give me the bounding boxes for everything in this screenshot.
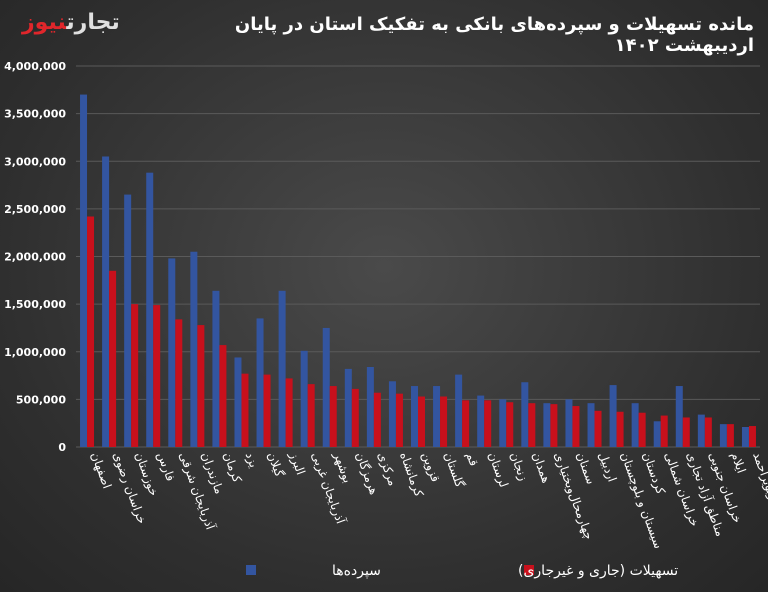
loan-bar (704, 417, 712, 447)
loan-bar (418, 396, 425, 447)
loan-bar (550, 404, 558, 447)
category-label: گیلان (265, 450, 287, 479)
loan-bar (241, 373, 249, 447)
y-tick-label: 2,500,000 (4, 203, 66, 216)
y-tick-label: 3,500,000 (4, 108, 66, 121)
deposit-bar (653, 421, 661, 447)
y-tick-label: 1,000,000 (4, 346, 66, 359)
deposit-bar (102, 156, 110, 448)
deposit-bar (234, 357, 242, 447)
loan-bar (219, 345, 227, 447)
category-label: البرز (286, 449, 308, 477)
deposit-bar (344, 368, 352, 447)
category-label: فارس (153, 450, 177, 483)
deposit-bar (719, 424, 727, 447)
deposit-bar (477, 395, 485, 447)
loan-bar (263, 374, 271, 447)
loan-bar (395, 393, 403, 447)
category-label: زنجان (506, 450, 530, 483)
category-label: لرستان (484, 450, 511, 489)
y-tick-label: 3,000,000 (4, 155, 66, 168)
loan-bar (153, 305, 161, 447)
category-label: گلستان (441, 450, 467, 489)
loan-bar (351, 388, 359, 447)
deposit-bar (433, 386, 441, 447)
legend-swatch-loans (524, 565, 534, 575)
loan-bar (462, 400, 470, 447)
loan-bar (329, 386, 337, 447)
category-label: همدان (530, 450, 554, 485)
y-tick-label: 2,000,000 (4, 251, 66, 264)
deposit-bar (366, 366, 374, 447)
legend-label-loans: تسهیلات (جاری و غیرجاری) (518, 563, 678, 579)
deposit-bar (80, 94, 88, 447)
category-label: قزوین (418, 450, 443, 484)
loan-bar (484, 400, 492, 447)
deposit-bar (675, 386, 683, 447)
loan-bar (87, 216, 95, 447)
site-logo: تجارتنیوز (22, 10, 120, 35)
loan-bar (726, 424, 734, 447)
y-tick-label: 0 (58, 441, 66, 454)
deposit-bar (609, 385, 617, 447)
loan-bar (307, 384, 315, 447)
loan-bar (638, 412, 646, 447)
loan-bar (660, 415, 668, 447)
loan-bar (682, 417, 690, 447)
loan-bar (197, 325, 205, 447)
chart-title: مانده تسهیلات و سپرده‌های بانکی به تفکیک… (234, 14, 754, 56)
deposit-bar (388, 381, 396, 447)
loan-bar (109, 270, 117, 447)
deposit-bar (146, 172, 154, 447)
deposit-bar (499, 399, 507, 447)
loan-bar (616, 411, 624, 447)
y-tick-label: 4,000,000 (4, 60, 66, 73)
category-label: ایلام (728, 450, 748, 475)
y-tick-label: 500,000 (16, 393, 66, 406)
loan-bar (594, 410, 602, 447)
deposit-bar (565, 399, 573, 447)
deposit-bar (300, 350, 308, 447)
loan-bar (572, 406, 580, 447)
deposit-bar (190, 251, 198, 447)
category-label: یزد (242, 450, 261, 470)
deposit-bar (455, 374, 463, 447)
y-tick-label: 1,500,000 (4, 298, 66, 311)
loan-bar (440, 396, 448, 447)
loan-bar (506, 402, 514, 447)
deposit-bar (543, 403, 551, 447)
loan-bar (131, 304, 139, 447)
legend-swatch-deposits (246, 565, 256, 575)
deposit-bar (697, 414, 705, 447)
loan-bar (528, 403, 536, 447)
category-label: کهگیلویه وبویراحمد (749, 450, 768, 544)
logo-text-part1: تجارت (66, 10, 120, 35)
legend-label-deposits: سپرده‌ها (332, 563, 381, 579)
category-label: قم (463, 450, 481, 468)
deposit-bar (741, 426, 749, 447)
deposit-bar (278, 290, 286, 447)
deposit-bar (124, 194, 132, 447)
logo-text-part2: نیوز (22, 10, 67, 35)
deposit-bar (631, 403, 639, 447)
category-label: سمنان (574, 450, 598, 486)
deposit-bar (256, 318, 264, 447)
loan-bar (748, 426, 756, 447)
category-label: اردبیل (595, 450, 620, 484)
loan-bar (175, 319, 183, 447)
loan-bar (373, 392, 381, 447)
deposit-bar (212, 290, 220, 447)
deposit-bar (587, 403, 595, 447)
deposit-bar (521, 382, 529, 447)
deposit-bar (168, 258, 176, 447)
category-label: اصفهان (88, 450, 114, 490)
deposit-bar (411, 386, 418, 447)
deposit-bar (322, 327, 330, 447)
loan-bar (285, 378, 293, 447)
